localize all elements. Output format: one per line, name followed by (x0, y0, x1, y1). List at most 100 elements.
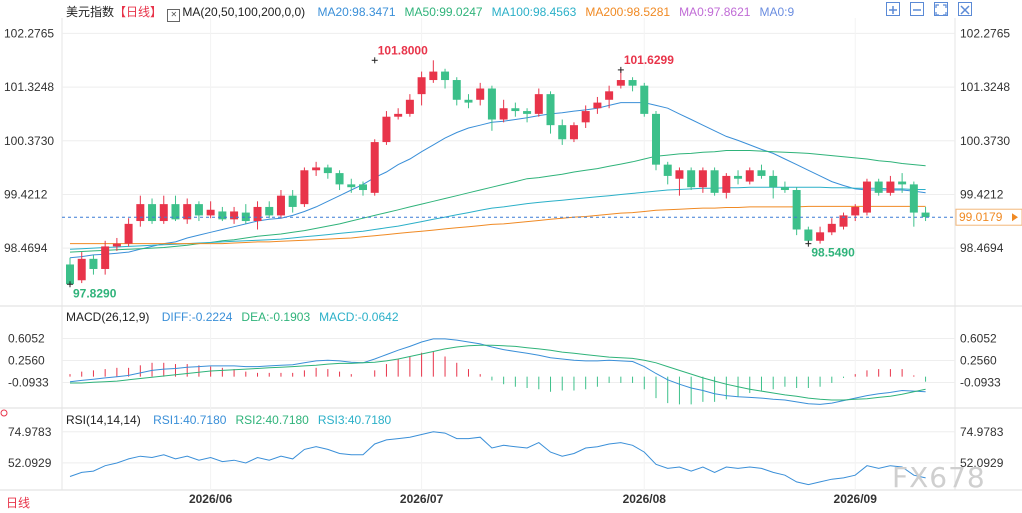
candle-down (874, 181, 883, 193)
candle-up (124, 223, 133, 244)
candle-down (441, 71, 450, 81)
candle-down (780, 187, 789, 191)
candle-up (230, 211, 239, 220)
candle-up (405, 99, 414, 114)
ma20-line (69, 102, 926, 259)
candle-down (194, 204, 203, 216)
candle-down (335, 173, 344, 185)
rsi-label: RSI(14,14,14) (66, 413, 141, 427)
close-icon[interactable] (958, 2, 972, 16)
candle-up (569, 125, 578, 140)
macd-value-1: DEA:-0.1903 (241, 310, 311, 324)
macd-tick-right: 0.2560 (960, 354, 997, 368)
rsi-tick-right: 52.0929 (960, 456, 1004, 470)
macd-tick-left: 0.6052 (8, 332, 45, 346)
macd-legend: MACD(26,12,9) DIFF:-0.2224 DEA:-0.1903 MAC… (66, 310, 399, 324)
candle-down (909, 184, 918, 213)
current-price-arrow-icon (1012, 213, 1018, 222)
extreme-label: 101.8000 (378, 43, 428, 57)
candle-down (652, 113, 660, 165)
rsi-value-2: RSI3:40.7180 (317, 413, 392, 427)
candle-down (171, 204, 180, 220)
ma-values: MA20:98.3471 MA50:99.0247 MA100:98.4563 MA2… (308, 5, 794, 19)
rsi-layer (69, 431, 926, 486)
candle-down (323, 167, 332, 174)
candle-up (476, 88, 485, 100)
candle-up (581, 111, 590, 123)
extreme-label: 101.6299 (624, 53, 674, 67)
macd-tick-left: 0.2560 (8, 354, 45, 368)
macd-values: DIFF:-0.2224 DEA:-0.1903 MACD:-0.0642 (153, 310, 399, 324)
watermark: FX678 (892, 461, 986, 494)
price-tick-left: 102.2765 (4, 26, 54, 40)
candle-up (112, 243, 121, 247)
candle-up (851, 206, 860, 216)
rsi-tick-left: 52.0929 (8, 456, 52, 470)
candle-up (827, 223, 836, 233)
candle-up (816, 232, 825, 241)
candle-up (77, 258, 86, 281)
price-tick-right: 99.4212 (960, 187, 1004, 201)
fullscreen-icon[interactable] (934, 2, 948, 16)
date-tick-label: 2026/07 (400, 492, 444, 506)
candle-down (359, 184, 367, 191)
candle-down (734, 175, 743, 179)
price-tick-right: 98.4694 (960, 241, 1004, 255)
candle-down (511, 108, 520, 112)
rsi-value-0: RSI1:40.7180 (153, 413, 227, 427)
candle-down (265, 206, 274, 216)
candle-up (136, 204, 145, 222)
extreme-label: 97.8290 (73, 286, 117, 300)
candle-up (312, 167, 321, 171)
price-tick-right: 101.3248 (960, 80, 1010, 94)
macd-value-0: DIFF:-0.2224 (161, 310, 233, 324)
current-price-value: 99.0179 (959, 210, 1003, 224)
candle-down (452, 80, 461, 100)
candle-up (253, 206, 262, 222)
candle-down (241, 212, 250, 222)
rsi-values: RSI1:40.7180 RSI2:40.7180 RSI3:40.7180 (144, 413, 391, 427)
period-button-label: 日线 (6, 496, 31, 510)
period-button[interactable]: 日线 (6, 494, 30, 511)
rsi-line (69, 431, 926, 486)
candle-down (628, 80, 637, 86)
candle-up (206, 209, 215, 216)
zoom-in-icon[interactable] (886, 2, 900, 16)
zoom-out-icon[interactable] (910, 2, 924, 16)
candle-up (722, 175, 731, 193)
candle-up (429, 71, 438, 81)
candle-down (558, 125, 567, 140)
rsi-legend: RSI(14,14,14) RSI1:40.7180 RSI2:40.7180 RS… (66, 413, 391, 427)
candle-down (487, 88, 496, 120)
date-tick-label: 2026/08 (623, 492, 667, 506)
axis-layer: 102.2765 102.2765 101.3248 101.3248 100.3730… (0, 26, 1022, 506)
candle-up (839, 215, 848, 227)
macd-value-2: MACD:-0.0642 (319, 310, 399, 324)
candle-down (464, 99, 473, 103)
candle-down (769, 175, 778, 188)
candle-up (417, 77, 426, 95)
candle-up (534, 94, 543, 114)
ma-value-4: MA0:97.8621 (679, 5, 751, 19)
candle-up (101, 246, 110, 269)
candle-up (616, 80, 625, 86)
ma-toggle-icon[interactable]: ✕ (167, 9, 181, 22)
price-tick-right: 102.2765 (960, 26, 1010, 40)
candle-down (523, 111, 532, 114)
date-tick-label: 2026/09 (834, 492, 878, 506)
macd-diff-line (69, 338, 926, 405)
macd-dea-line (70, 344, 926, 401)
ma200-line (70, 205, 926, 245)
ma-value-1: MA50:99.0247 (404, 5, 483, 19)
candle-up (698, 170, 707, 188)
candle-up (886, 181, 895, 193)
price-tick-left: 100.3730 (4, 134, 54, 148)
ma-label: MA(20,50,100,200,0,0) (182, 5, 306, 19)
candle-down (898, 181, 907, 185)
candle-up (593, 102, 602, 109)
ma-value-0: MA20:98.3471 (317, 5, 396, 19)
period-label: 【日线】 (114, 5, 163, 19)
candle-down (89, 258, 98, 269)
